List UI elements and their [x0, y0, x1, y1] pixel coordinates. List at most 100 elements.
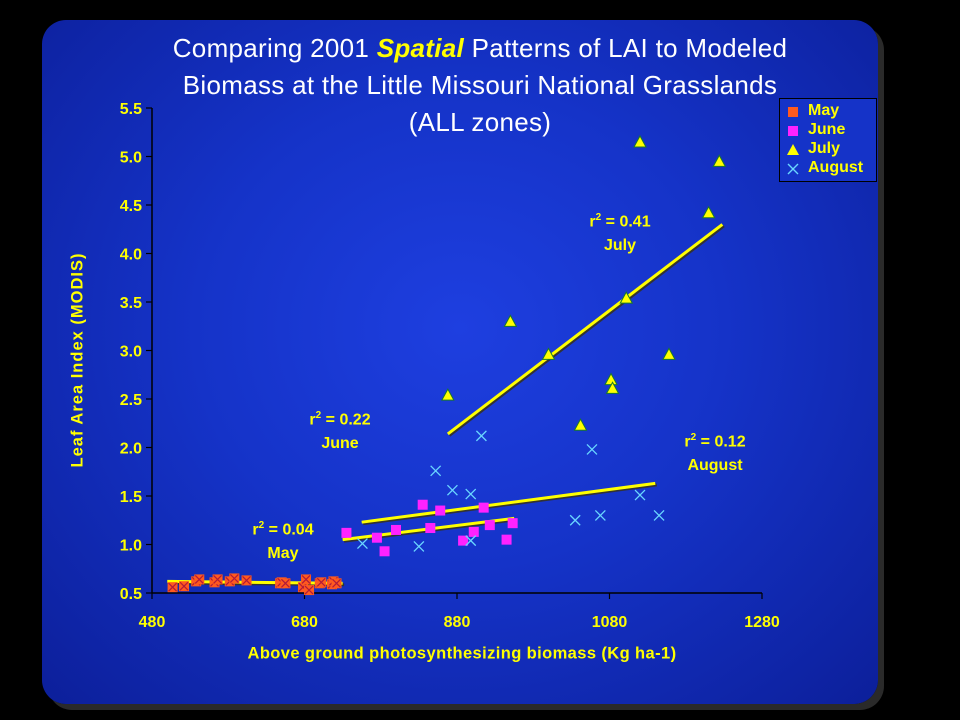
trendline-shadow-august — [362, 483, 657, 526]
point-may-cross-19 — [332, 578, 341, 588]
chart-title: Comparing 2001 Spatial Patterns of LAI t… — [120, 30, 840, 141]
point-june-12 — [507, 518, 518, 529]
point-june-9 — [478, 502, 489, 513]
y-tick-label-10: 5.5 — [120, 101, 142, 118]
y-tick-label-1: 1.0 — [120, 538, 142, 555]
legend-july-triangle-icon — [787, 144, 799, 155]
point-august-11 — [653, 509, 665, 521]
title-line-1-pre: Comparing 2001 — [172, 33, 377, 63]
point-august-9 — [594, 509, 606, 521]
point-july-0 — [441, 388, 455, 401]
point-july-10 — [712, 154, 727, 167]
title-line-2: Biomass at the Little Missouri National … — [182, 70, 778, 100]
point-june-3 — [391, 524, 401, 535]
x-tick-label-0: 480 — [139, 614, 166, 631]
point-may-cross-16 — [316, 577, 326, 587]
y-axis-label: Leaf Area Index (MODIS) — [68, 252, 87, 468]
trendline-august — [361, 481, 656, 524]
annotation-july: r2 = 0.41 July — [589, 206, 650, 258]
legend-august-x-icon — [787, 163, 799, 175]
y-tick-label-2: 1.5 — [120, 489, 142, 506]
y-tick-label-6: 3.5 — [120, 295, 142, 312]
x-tick-label-2: 880 — [444, 614, 471, 631]
point-june-8 — [468, 526, 479, 537]
annotation-august-label: August — [687, 457, 743, 475]
point-may-cross-7 — [229, 574, 239, 583]
annotation-august: r2 = 0.12 August — [684, 426, 745, 478]
point-july-7 — [633, 134, 647, 148]
legend-item-june: June — [786, 121, 874, 139]
legend-label-august: August — [808, 159, 864, 176]
point-may-cross-1 — [179, 581, 189, 591]
annotation-june-label: June — [321, 435, 359, 453]
point-july-4 — [604, 372, 618, 386]
point-june-1 — [371, 532, 382, 543]
point-august-5 — [465, 535, 477, 547]
trendline-shadow-july — [448, 224, 725, 437]
point-july-1 — [503, 314, 518, 327]
trendline-july — [446, 223, 724, 436]
legend-item-may: May — [786, 102, 874, 120]
annotation-may: r2 = 0.04 May — [252, 514, 313, 566]
y-tick-label-8: 4.5 — [120, 198, 142, 215]
point-july-2 — [541, 347, 556, 360]
y-tick-label-3: 2.0 — [120, 441, 142, 458]
point-june-4 — [417, 499, 428, 510]
point-may-cross-0 — [168, 582, 178, 592]
x-axis-label: Above ground photosynthesizing biomass (… — [247, 644, 677, 663]
point-august-6 — [475, 430, 487, 442]
title-line-1: Comparing 2001 Spatial Patterns of LAI t… — [120, 30, 840, 67]
point-august-3 — [446, 484, 458, 496]
x-tick-label-4: 1280 — [744, 614, 780, 631]
legend-june-square-icon — [788, 126, 798, 136]
legend-label-july: July — [808, 140, 841, 157]
annotation-july-label: July — [603, 237, 637, 255]
point-august-7 — [569, 514, 581, 526]
legend-label-june: June — [808, 121, 846, 138]
point-august-4 — [465, 488, 477, 500]
point-july-5 — [605, 381, 620, 394]
legend-label-may: May — [808, 102, 840, 119]
point-july-6 — [619, 291, 634, 304]
point-august-8 — [586, 443, 598, 455]
annotation-may-r2: r2 = 0.04 — [252, 520, 314, 539]
legend-item-august: August — [786, 159, 874, 177]
legend-may-square-icon — [788, 107, 798, 117]
legend: May June July August — [779, 98, 877, 182]
point-june-7 — [458, 535, 469, 546]
point-july-8 — [662, 347, 676, 360]
annotation-may-label: May — [267, 545, 299, 563]
point-june-11 — [501, 534, 512, 545]
point-june-6 — [435, 505, 446, 516]
point-may-cross-3 — [194, 574, 204, 584]
point-august-1 — [413, 540, 425, 552]
point-june-0 — [341, 527, 352, 538]
y-tick-label-5: 3.0 — [120, 344, 142, 361]
point-july-3 — [573, 418, 588, 431]
title-emphasis: Spatial — [376, 33, 465, 63]
legend-item-july: July — [786, 140, 874, 158]
point-may-cross-8 — [242, 575, 251, 585]
title-line-1-post: Patterns of LAI to Modeled — [464, 33, 788, 63]
point-may-cross-13 — [301, 574, 311, 584]
point-august-10 — [634, 489, 646, 501]
point-may-cross-14 — [304, 585, 314, 595]
point-august-0 — [356, 538, 368, 549]
annotation-june: r2 = 0.22 June — [309, 404, 370, 456]
y-tick-label-0: 0.5 — [120, 586, 142, 603]
point-august-2 — [430, 465, 442, 477]
annotation-july-r2: r2 = 0.41 — [589, 212, 651, 231]
y-tick-label-7: 4.0 — [120, 247, 142, 264]
point-june-5 — [425, 523, 436, 534]
point-may-cross-11 — [281, 578, 290, 588]
title-line-3: (ALL zones) — [408, 107, 552, 137]
x-tick-label-1: 680 — [291, 614, 318, 631]
point-june-10 — [484, 520, 495, 531]
point-june-2 — [379, 546, 390, 557]
point-july-9 — [701, 205, 716, 219]
annotation-june-r2: r2 = 0.22 — [309, 410, 371, 429]
y-tick-label-4: 2.5 — [120, 392, 142, 409]
x-tick-label-3: 1080 — [592, 614, 628, 631]
annotation-august-r2: r2 = 0.12 — [684, 432, 746, 451]
